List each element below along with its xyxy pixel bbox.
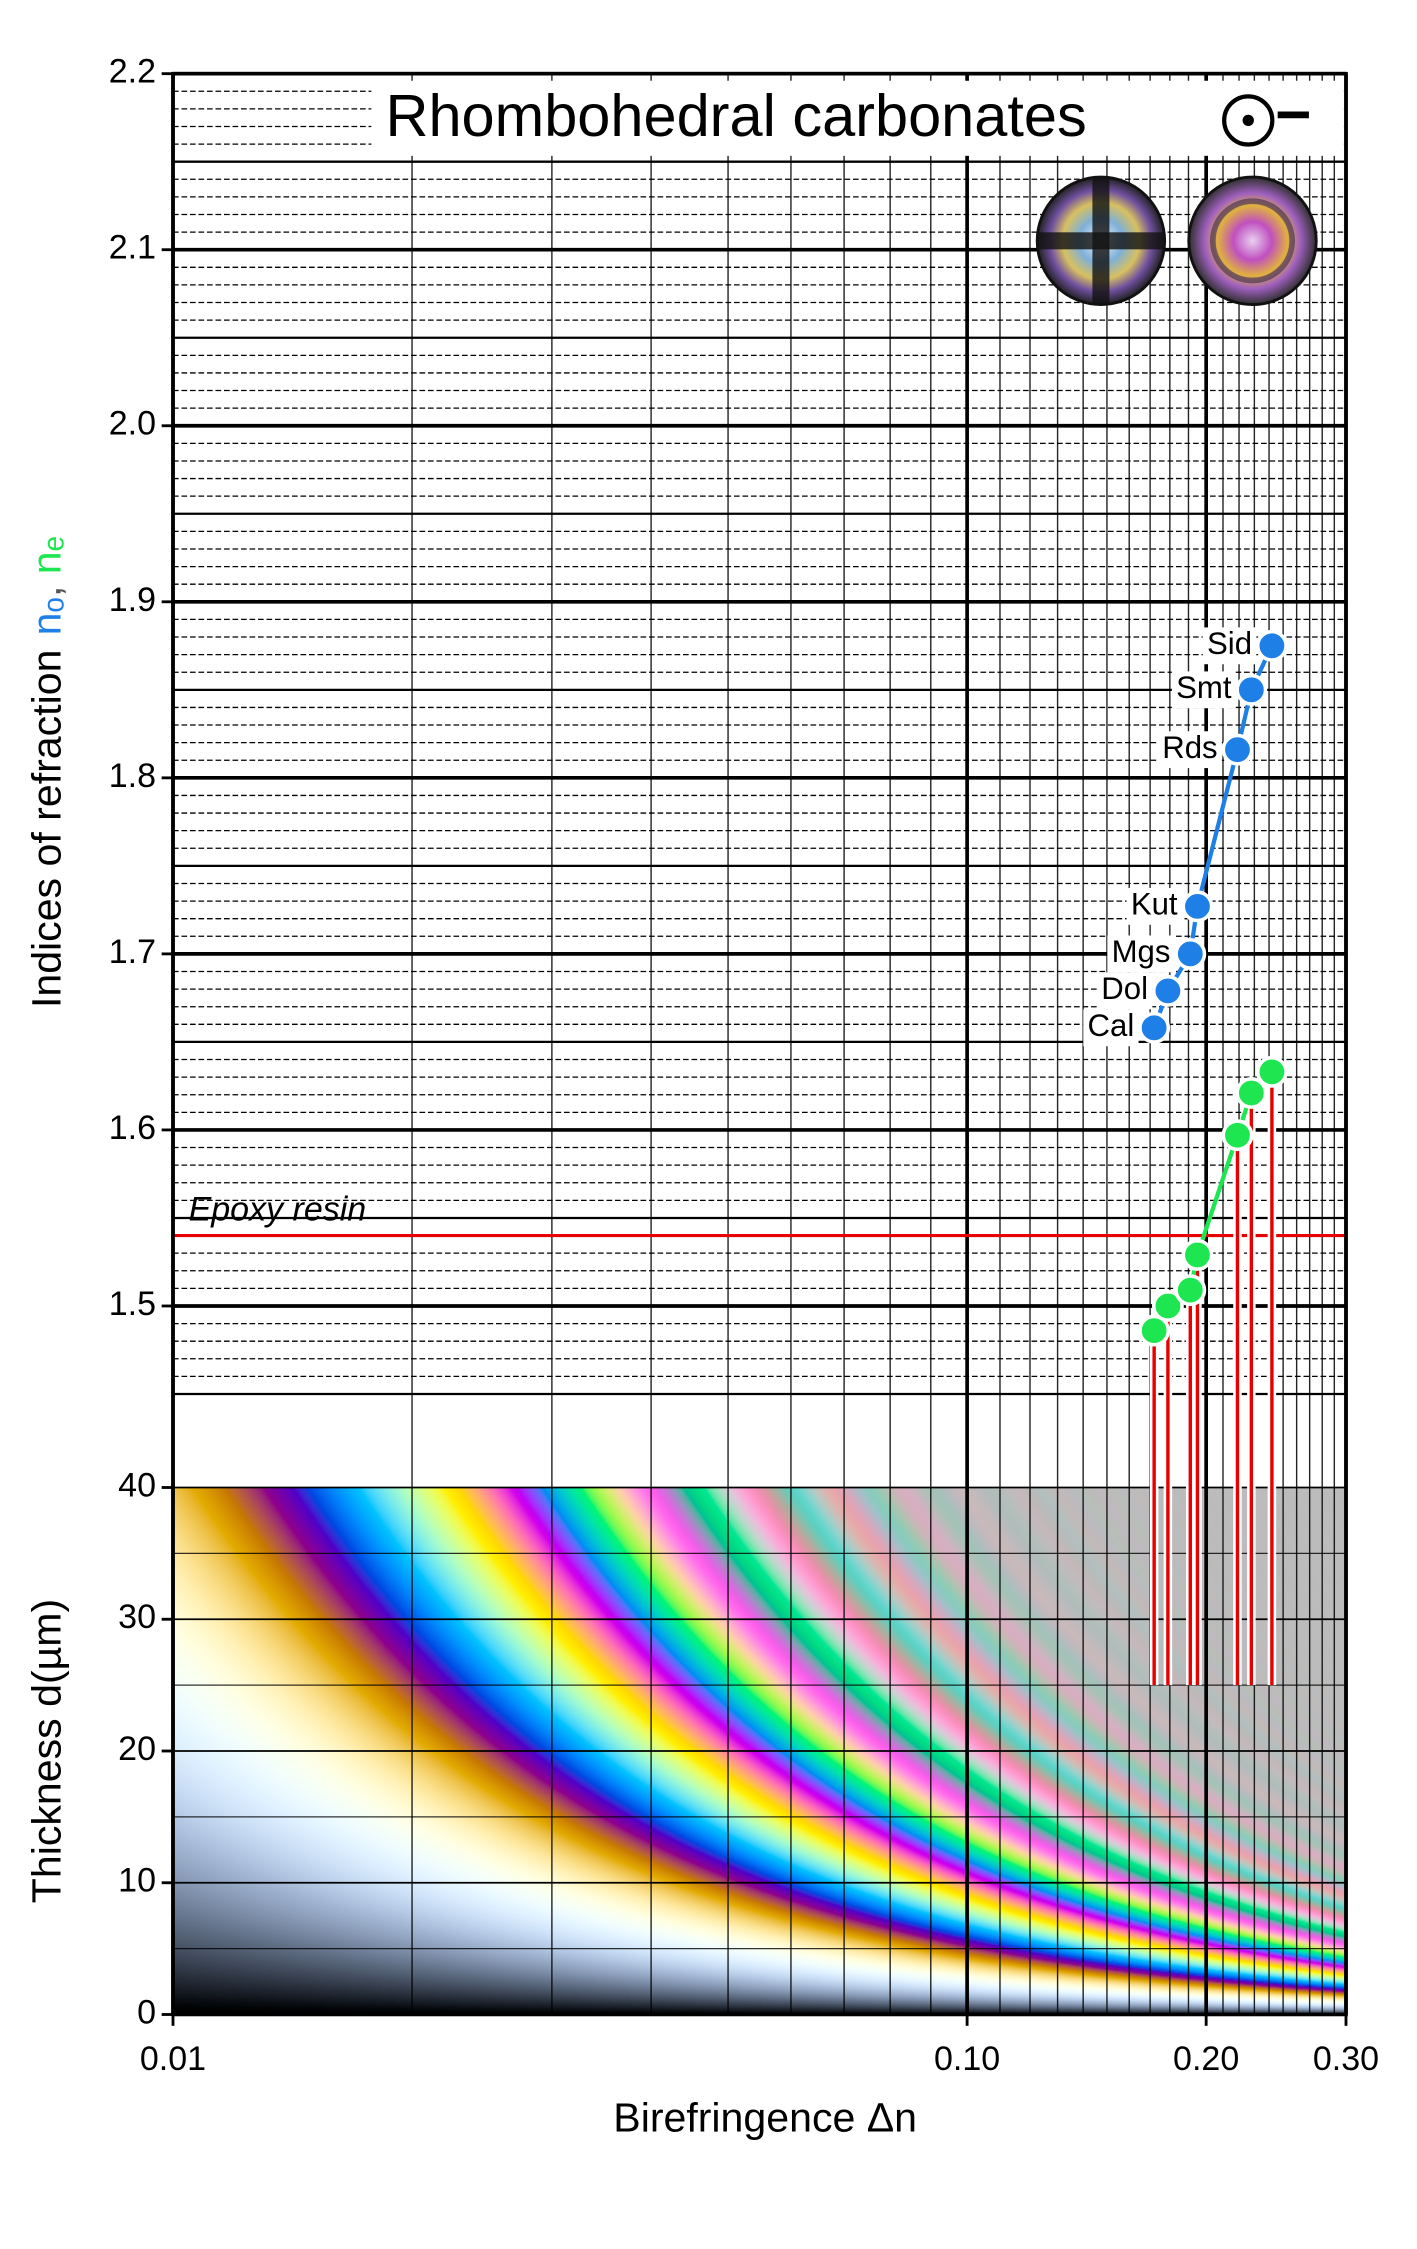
point-label: Smt xyxy=(1176,670,1232,705)
data-point xyxy=(1235,1077,1268,1109)
isogyre xyxy=(1038,232,1164,250)
point-label-background xyxy=(1126,887,1182,925)
y-axis-label: Thickness d(µm) xyxy=(24,1599,70,1903)
point-label: Dol xyxy=(1101,971,1148,1006)
plot-frame xyxy=(171,71,1348,2017)
y-tick-label: 2.2 xyxy=(109,53,156,91)
data-point xyxy=(1138,1314,1171,1347)
y-tick-label: 30 xyxy=(118,1598,156,1636)
y-label-symbol: nₑ xyxy=(24,536,70,574)
y-tick-label: 1.8 xyxy=(109,757,156,795)
y-label-separator: , xyxy=(24,574,70,597)
data-point xyxy=(1138,1011,1171,1044)
title-background xyxy=(371,80,1344,156)
point-label-background xyxy=(1171,671,1236,709)
point-label-background xyxy=(1097,972,1153,1010)
point-label-background xyxy=(1202,627,1257,665)
data-point xyxy=(1255,1055,1288,1088)
y-axis-label: Indices of refraction nₒ, nₑ xyxy=(24,536,70,1008)
data-point xyxy=(1221,733,1254,766)
data-point xyxy=(1181,890,1214,923)
y-tick-label: 20 xyxy=(118,1730,156,1768)
x-tick-label: 0.01 xyxy=(140,2040,206,2078)
point-label: Sid xyxy=(1207,626,1252,661)
y-tick-label: 0 xyxy=(137,1993,156,2031)
y-tick-label: 40 xyxy=(118,1466,156,1504)
data-point xyxy=(1255,629,1288,662)
optic-sign: − xyxy=(1275,80,1311,149)
y-tick-label: 2.1 xyxy=(109,229,156,267)
frame xyxy=(171,71,1348,2017)
chart-title: Rhombohedral carbonates xyxy=(386,82,1087,149)
optic-sign-dot xyxy=(1242,114,1254,127)
y-tick-label: 10 xyxy=(118,1862,156,1900)
x-tick-label: 0.10 xyxy=(934,2040,1000,2078)
data-point xyxy=(1174,937,1207,970)
y-label-text: Indices of refraction xyxy=(24,650,70,1008)
point-label: Mgs xyxy=(1112,934,1171,969)
point-label: Cal xyxy=(1088,1008,1135,1043)
data-point xyxy=(1151,974,1184,1007)
data-point xyxy=(1221,1119,1254,1152)
x-axis-label: Birefringence Δn xyxy=(613,2095,917,2141)
data-point xyxy=(1235,673,1268,706)
optic-sign-circle xyxy=(1222,94,1275,147)
conoscopic-figures xyxy=(1035,175,1318,306)
y-tick-label: 1.5 xyxy=(109,1285,156,1323)
y-label-symbol: nₒ xyxy=(24,597,70,635)
point-label-background xyxy=(1107,935,1175,973)
y-tick-label: 2.0 xyxy=(109,405,156,443)
y-tick-label: 1.6 xyxy=(109,1109,156,1147)
x-tick-label: 0.30 xyxy=(1313,2040,1379,2078)
x-tick-label: 0.20 xyxy=(1173,2040,1239,2078)
y-tick-label: 1.7 xyxy=(109,933,156,971)
isochrome xyxy=(1210,198,1296,284)
title-box: Rhombohedral carbonates − xyxy=(371,80,1344,156)
data-point xyxy=(1181,1238,1214,1271)
point-label-background xyxy=(1083,1009,1139,1047)
point-label: Rds xyxy=(1162,730,1217,765)
point-label: Kut xyxy=(1131,887,1178,922)
data-point xyxy=(1174,1274,1207,1307)
grid xyxy=(161,71,1348,2026)
y-tick-label: 1.9 xyxy=(109,581,156,619)
point-label-background xyxy=(1157,731,1222,769)
reference-label: Epoxy resin xyxy=(189,1190,367,1228)
data-point xyxy=(1151,1290,1184,1322)
conoscope-right xyxy=(1187,175,1318,306)
